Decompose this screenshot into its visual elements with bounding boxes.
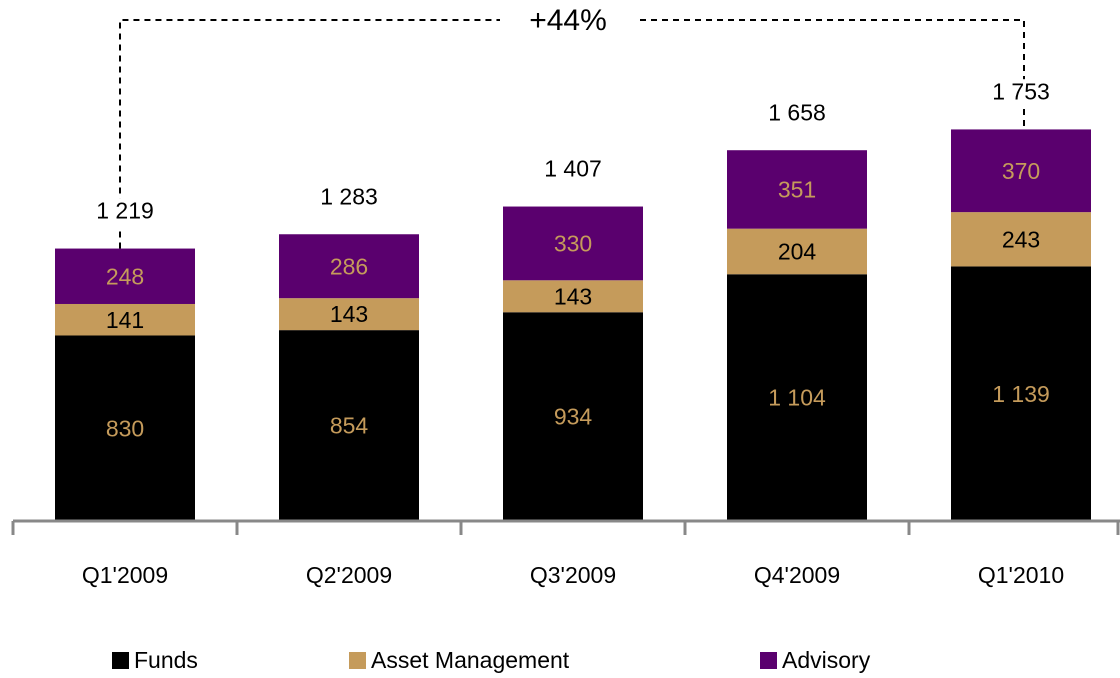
segment-label: 143 — [330, 301, 368, 327]
segment-label: 830 — [106, 415, 144, 441]
bar-segment — [951, 129, 1091, 213]
segment-label: 243 — [1002, 226, 1040, 252]
bracket-right — [640, 19, 1025, 130]
total-label: 1 283 — [320, 183, 378, 209]
legend-swatch — [112, 652, 129, 669]
x-tick-label: Q1'2009 — [82, 562, 168, 588]
label-backdrop — [1020, 79, 1028, 108]
bar-segment — [503, 280, 643, 313]
bar-segment — [55, 248, 195, 304]
legend-label: Funds — [134, 647, 198, 673]
segment-label: 351 — [778, 177, 816, 203]
legend-label: Advisory — [782, 647, 871, 673]
total-label: 1 753 — [992, 78, 1050, 104]
x-tick-label: Q1'2010 — [978, 562, 1064, 588]
total-label: 1 658 — [768, 100, 826, 126]
segment-label: 330 — [554, 230, 592, 256]
bar-segment — [279, 234, 419, 299]
segment-label: 286 — [330, 253, 368, 279]
bar-segment — [503, 312, 643, 521]
legend-swatch — [349, 652, 366, 669]
segment-label: 1 104 — [768, 385, 826, 411]
bracket-left — [119, 19, 500, 249]
segment-label: 143 — [554, 283, 592, 309]
bar-segment — [503, 206, 643, 281]
x-tick-label: Q3'2009 — [530, 562, 616, 588]
segment-label: 934 — [554, 404, 593, 430]
bar-segment — [55, 303, 195, 336]
bar-segment — [279, 330, 419, 521]
segment-label: 141 — [106, 307, 144, 333]
segment-label: 854 — [330, 413, 369, 439]
bar-segment — [727, 228, 867, 275]
growth-annotation: +44% — [529, 4, 607, 37]
x-tick-label: Q4'2009 — [754, 562, 840, 588]
legend-swatch — [760, 652, 777, 669]
bar-segment — [55, 335, 195, 521]
segment-label: 248 — [106, 263, 144, 289]
x-tick-label: Q2'2009 — [306, 562, 392, 588]
bar-segment — [279, 298, 419, 331]
label-backdrop — [116, 198, 124, 227]
bar-segment — [951, 266, 1091, 521]
bar-segment — [727, 274, 867, 521]
total-label: 1 219 — [96, 198, 154, 224]
bar-segment — [951, 212, 1091, 267]
segment-label: 370 — [1002, 158, 1040, 184]
segment-label: 204 — [778, 239, 817, 265]
legend-label: Asset Management — [371, 647, 570, 673]
segment-label: 1 139 — [992, 381, 1050, 407]
bar-segment — [727, 150, 867, 229]
total-label: 1 407 — [544, 156, 602, 182]
